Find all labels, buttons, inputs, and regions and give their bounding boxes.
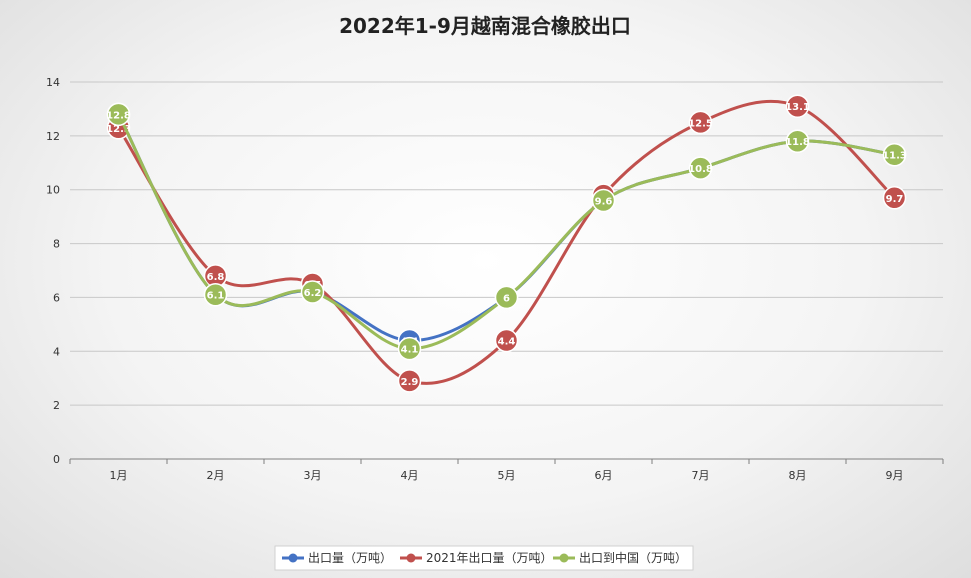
y-tick-label: 2 (53, 399, 60, 412)
data-point (203, 282, 228, 307)
legend-label: 出口量（万吨） (308, 551, 392, 565)
data-point (397, 369, 422, 393)
data-label: 13.1 (785, 102, 810, 113)
data-label: 4.4 (498, 337, 516, 348)
x-tick-label: 9月 (886, 469, 904, 482)
legend-swatch-marker (288, 553, 298, 563)
y-tick-label: 4 (53, 345, 60, 358)
y-tick-label: 12 (46, 130, 60, 143)
y-tick-label: 0 (53, 453, 60, 466)
legend-label: 出口到中国（万吨） (579, 550, 687, 565)
data-label: 6 (503, 293, 510, 304)
legend-swatch-marker (406, 553, 416, 563)
data-point (688, 156, 713, 180)
data-label: 11.3 (882, 151, 907, 162)
series-line-3 (117, 112, 896, 351)
y-tick-label: 10 (46, 184, 60, 197)
data-label: 10.8 (688, 164, 713, 175)
y-tick-label: 6 (53, 291, 60, 304)
data-point (591, 188, 616, 213)
x-tick-label: 1月 (110, 469, 128, 482)
x-tick-label: 7月 (692, 469, 710, 482)
data-point (688, 110, 713, 135)
data-point (882, 186, 907, 210)
legend-swatch-marker (559, 553, 569, 563)
data-point (300, 280, 325, 304)
x-tick-label: 4月 (401, 469, 419, 482)
x-tick-label: 6月 (595, 469, 613, 482)
data-label: 6.2 (304, 288, 322, 299)
legend-label: 2021年出口量（万吨） (426, 551, 553, 565)
data-label: 12.5 (688, 118, 713, 129)
legend-box (274, 545, 694, 571)
data-label: 4.1 (401, 345, 419, 356)
data-label: 6.1 (207, 291, 225, 302)
data-point (882, 142, 907, 167)
x-tick-label: 2月 (207, 469, 225, 482)
data-label: 2.9 (401, 377, 419, 388)
chart-title: 2022年1-9月越南混合橡胶出口 (339, 14, 631, 38)
y-tick-label: 8 (53, 238, 60, 251)
data-point (106, 102, 131, 127)
y-tick-label: 14 (46, 76, 60, 89)
data-label: 9.6 (595, 196, 613, 207)
data-point (785, 94, 810, 118)
data-point (397, 336, 422, 361)
x-tick-label: 8月 (789, 469, 807, 482)
data-point (494, 285, 519, 310)
data-point (494, 328, 519, 353)
data-point (785, 129, 810, 153)
data-label: 9.7 (886, 194, 904, 205)
x-tick-label: 3月 (304, 469, 322, 482)
data-label: 12.8 (106, 110, 131, 121)
x-tick-label: 5月 (498, 469, 516, 482)
data-label: 6.8 (207, 272, 225, 283)
data-label: 11.8 (785, 137, 810, 148)
data-label: 12.3 (106, 124, 131, 135)
